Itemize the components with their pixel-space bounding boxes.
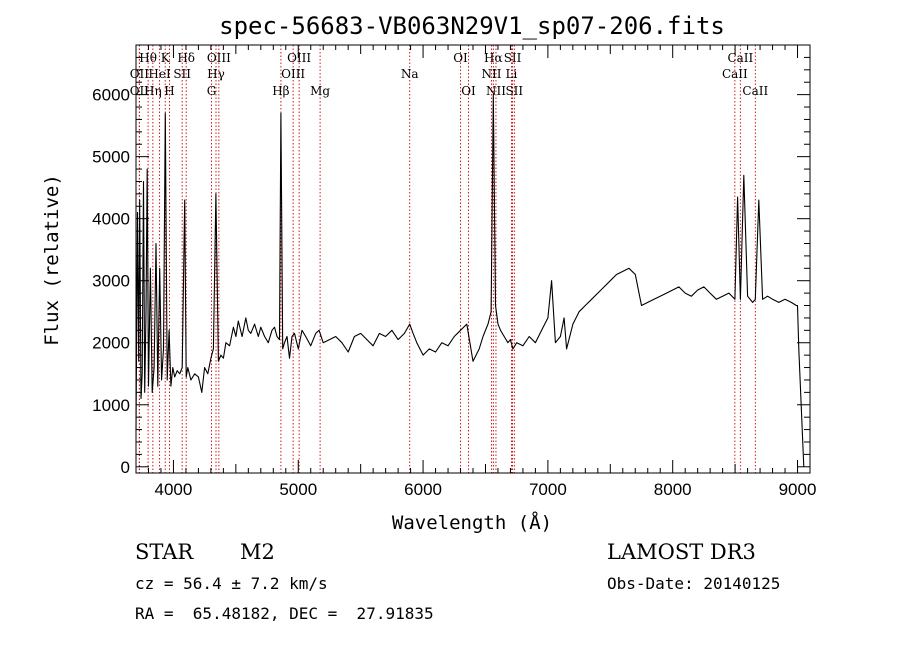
line-label: OIII	[287, 51, 311, 65]
y-tick-label: 3000	[92, 272, 130, 291]
y-axis-ticks: 0 1000 2000 3000 4000 5000 6000	[92, 56, 810, 477]
object-class: STAR	[135, 540, 194, 564]
line-label: CaII	[727, 51, 753, 65]
line-label: Li	[506, 67, 518, 81]
line-label: Hγ	[207, 67, 225, 81]
line-label: NII	[481, 67, 501, 81]
line-label: OIII	[281, 67, 305, 81]
x-tick-label: 7000	[529, 480, 567, 499]
x-tick-label: 6000	[404, 480, 442, 499]
line-label: HeI	[148, 67, 171, 81]
line-label: Hα	[484, 51, 503, 65]
y-tick-label: 1000	[92, 396, 130, 415]
x-tick-label: 8000	[654, 480, 692, 499]
line-label: Hθ	[139, 51, 157, 65]
line-label: SII	[173, 67, 191, 81]
object-subclass: M2	[240, 540, 275, 564]
y-axis-label: Flux (relative)	[41, 174, 63, 346]
line-label: Mg	[310, 84, 330, 98]
line-label: OII	[130, 84, 150, 98]
y-tick-label: 4000	[92, 210, 130, 229]
line-label: Hβ	[272, 84, 289, 98]
observation-date: Obs-Date: 20140125	[607, 574, 781, 593]
x-axis-ticks: 4000 5000 6000 7000 8000 9000	[147, 45, 817, 499]
y-tick-label: 5000	[92, 148, 130, 167]
redshift-cz: cz = 56.4 ± 7.2 km/s	[135, 574, 328, 593]
x-tick-label: 4000	[155, 480, 193, 499]
chart-title: spec-56683-VB063N29V1_sp07-206.fits	[219, 12, 725, 40]
line-label: SII	[504, 51, 522, 65]
y-tick-label: 6000	[92, 86, 130, 105]
plot-frame	[135, 44, 811, 474]
line-label: OIII	[207, 51, 231, 65]
x-tick-label: 5000	[279, 480, 317, 499]
line-label: Hη	[144, 84, 162, 98]
y-tick-label: 2000	[92, 334, 130, 353]
sky-coordinates: RA = 65.48182, DEC = 27.91835	[135, 604, 434, 623]
y-tick-label: 0	[121, 458, 130, 477]
x-tick-label: 9000	[779, 480, 817, 499]
line-label: OI	[453, 51, 468, 65]
line-label: Hδ	[177, 51, 195, 65]
x-axis-label: Wavelength (Å)	[392, 511, 552, 534]
line-markers	[138, 45, 756, 473]
line-label: OII	[130, 67, 150, 81]
line-label: CaII	[722, 67, 748, 81]
spectrum-line	[135, 94, 805, 467]
line-label: G	[207, 84, 217, 98]
survey-name: LAMOST DR3	[607, 540, 756, 564]
line-label: Na	[401, 67, 419, 81]
line-label: SII	[505, 84, 523, 98]
line-label: H	[164, 84, 174, 98]
line-label: NII	[486, 84, 506, 98]
line-label: CaII	[742, 84, 768, 98]
line-label: OI	[461, 84, 476, 98]
line-label: K	[161, 51, 171, 65]
